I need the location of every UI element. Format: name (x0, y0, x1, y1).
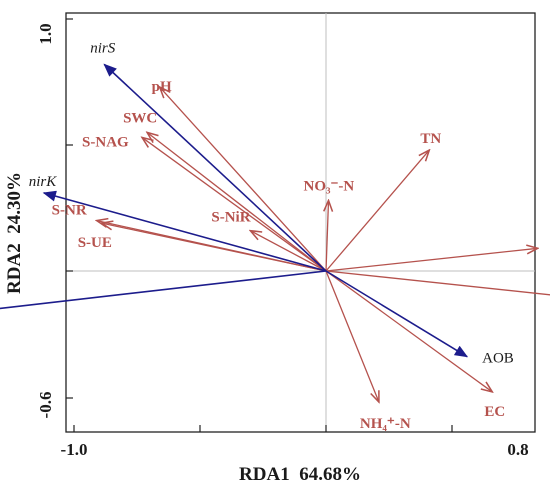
x-axis-ticks (73, 425, 453, 432)
micro-label-nirs: nirS (90, 40, 116, 56)
env-label-s-nr: S-NR (52, 203, 87, 219)
env-label-tn: TN (420, 131, 441, 147)
env-label-no-n: NO₃⁻-N (304, 178, 355, 194)
micro-vector-aoa (0, 270, 327, 310)
env-vector-ph (160, 87, 327, 272)
env-vector-swc (147, 132, 327, 272)
x-tick-label-left: -1.0 (61, 440, 88, 459)
env-label-ph: pH (152, 79, 172, 95)
env-vector-ec (325, 270, 492, 392)
micro-vector-nirs (103, 63, 327, 272)
env-vector-s-nir (250, 231, 327, 272)
micro-label-nirk: nirK (29, 174, 58, 190)
env-vector-tn (325, 150, 429, 272)
env-vector-no-n (326, 200, 329, 272)
env-vector-layer: pHSWCS-NAGTNNO₃⁻-NS-NiRS-NRS-UETOCS-ACPT… (52, 79, 550, 432)
micro-vector-layer: nirSnirKAOAAOB (0, 40, 514, 367)
y-axis-ticks (66, 18, 73, 399)
micro-vector-nirk (42, 190, 327, 272)
env-vector-s-nag (142, 137, 327, 272)
y-tick-label-top: 1.0 (36, 23, 55, 44)
env-label-s-nir: S-NiR (211, 210, 250, 226)
env-vector-toc (325, 248, 538, 272)
env-vector-nh-n (325, 270, 379, 402)
micro-label-aob: AOB (482, 351, 514, 367)
env-label-s-nag: S-NAG (82, 134, 129, 150)
x-axis-title: RDA1 64.68% (239, 464, 361, 485)
y-tick-label-bottom: -0.6 (36, 392, 55, 419)
env-vector-s-ue (102, 223, 327, 272)
env-label-ec: EC (484, 404, 505, 420)
plot-frame (65, 12, 536, 433)
env-label-swc: SWC (123, 110, 157, 126)
micro-vector-aob (325, 270, 469, 358)
y-axis-title: RDA2 24.30% (4, 172, 25, 294)
env-vector-s-acpt (325, 270, 550, 296)
x-tick-label-right: 0.8 (507, 440, 528, 459)
env-label-s-ue: S-UE (78, 235, 112, 251)
env-label-nh-n: NH₄⁺-N (360, 416, 411, 432)
